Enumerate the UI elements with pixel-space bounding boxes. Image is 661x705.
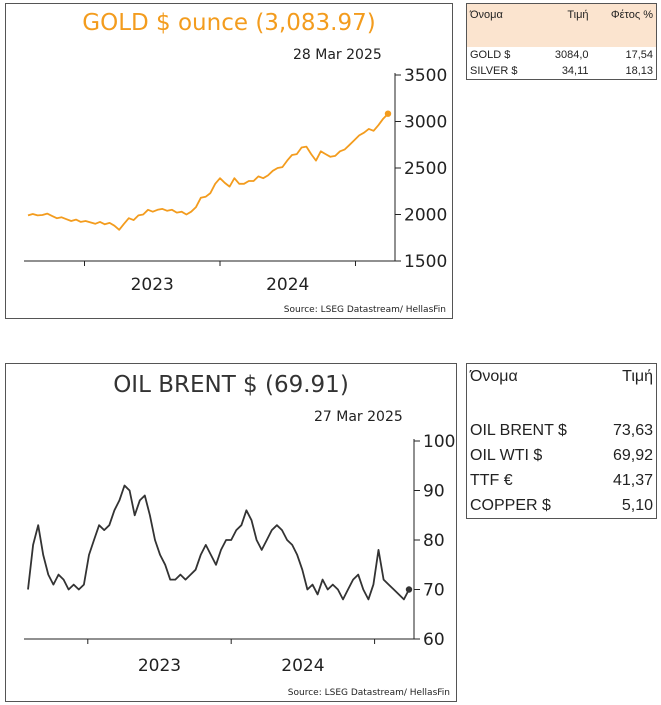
y-tick-label: 80 [423,531,445,551]
gold-chart-title: GOLD $ ounce (3,083.97) [82,10,376,36]
y-tick-label: 100 [423,432,455,452]
table-row: COPPER $ 5,10 [467,493,657,519]
energy-table-header: Όνομα Τιμή [466,363,657,418]
y-tick-label: 3000 [404,113,447,133]
table-row: TTF € 41,37 [467,468,657,493]
metals-header-ytd: Φέτος % [591,3,657,47]
energy-row-price: 73,63 [612,421,653,439]
series-end-marker [384,110,392,117]
metals-row-price: 34,11 [561,65,589,77]
energy-row-name: OIL BRENT $ [470,421,567,439]
energy-row-name: TTF € [470,471,513,489]
x-tick-label: 2024 [281,656,324,676]
series-line [27,484,410,601]
oil-line-chart: 60 70 80 90 100 2023 2024 [24,432,455,676]
x-tick-label: 2023 [138,656,181,676]
energy-row-name: COPPER $ [470,496,551,514]
gold-chart-panel: GOLD $ ounce (3,083.97) 28 Mar 2025 1500… [5,3,453,319]
metals-table-header: Όνομα Τιμή Φέτος % [466,3,657,47]
x-tick-label: 2024 [266,275,309,295]
y-tick-label: 3500 [404,66,447,86]
metals-header-price: Τιμή [538,3,592,47]
y-tick-label: 1500 [404,252,447,272]
metals-header-name: Όνομα [466,3,539,47]
oil-chart-source: Source: LSEG Datastream/ HellasFin [287,688,450,698]
energy-quote-table: Όνομα Τιμή OIL BRENT $ 73,63 OIL WTI $ 6… [466,363,657,519]
metals-row-ytd: 18,13 [625,65,653,77]
energy-row-price: 69,92 [612,446,653,464]
table-row: OIL WTI $ 69,92 [467,443,657,468]
oil-chart-date: 27 Mar 2025 [314,409,403,425]
energy-header-price: Τιμή [597,363,657,418]
metals-quote-table: Όνομα Τιμή Φέτος % GOLD $ 3084,0 17,54 S… [466,3,657,80]
energy-row-name: OIL WTI $ [470,446,543,464]
x-tick-label: 2023 [131,275,174,295]
y-tick-label: 70 [423,581,445,601]
table-row: SILVER $ 34,11 18,13 [467,63,657,80]
energy-header-name: Όνομα [466,363,598,418]
table-row: GOLD $ 3084,0 17,54 [467,47,657,63]
gold-line-chart: 1500 2000 2500 3000 3500 2023 2024 [24,66,447,295]
oil-chart-title: OIL BRENT $ (69.91) [113,372,349,398]
metals-row-ytd: 17,54 [625,49,653,61]
energy-row-price: 41,37 [612,471,653,489]
metals-row-name: SILVER $ [470,65,518,77]
y-tick-label: 2000 [404,206,447,226]
y-tick-label: 90 [423,482,445,502]
metals-row-name: GOLD $ [470,49,511,61]
gold-chart-date: 28 Mar 2025 [293,47,382,63]
series-line [27,113,389,231]
y-tick-label: 2500 [404,159,447,179]
table-row: OIL BRENT $ 73,63 [467,418,657,443]
y-tick-label: 60 [423,630,445,650]
gold-chart-source: Source: LSEG Datastream/ HellasFin [283,305,446,315]
metals-row-price: 3084,0 [554,49,589,61]
series-end-marker [405,586,413,593]
energy-row-price: 5,10 [621,496,653,514]
oil-chart-panel: OIL BRENT $ (69.91) 27 Mar 2025 60 70 80 90… [5,363,457,702]
